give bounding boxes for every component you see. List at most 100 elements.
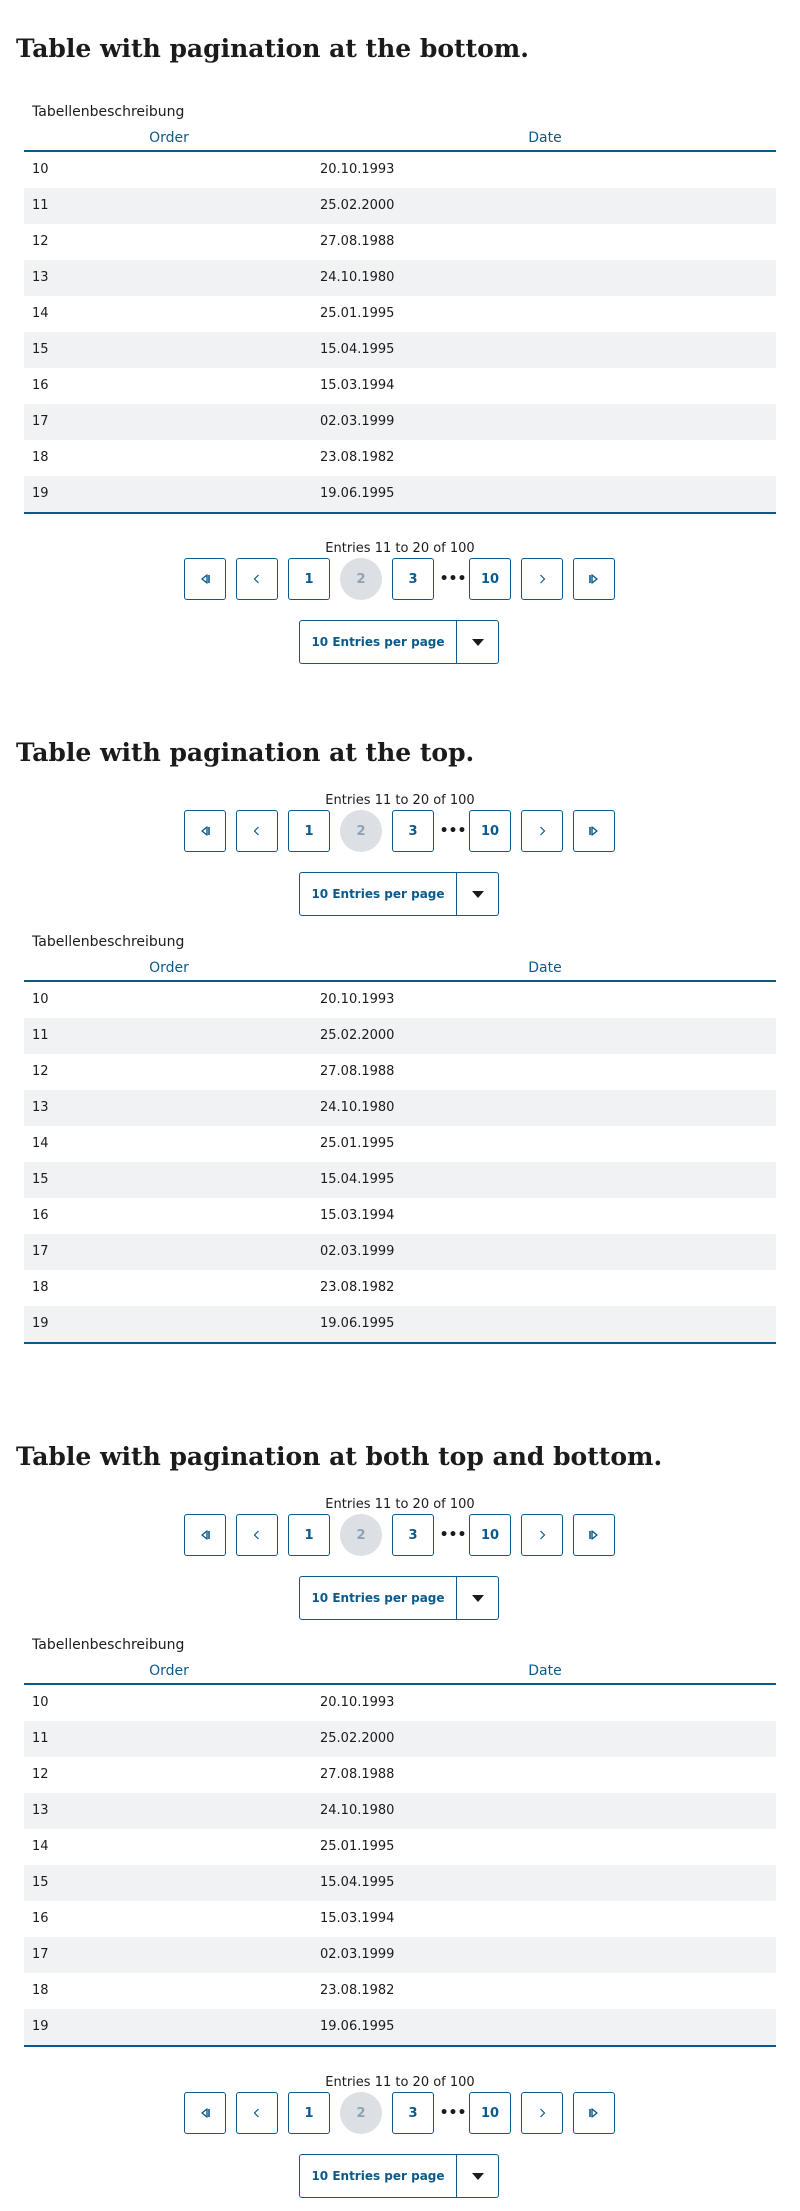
previous-page-button[interactable] xyxy=(236,2092,278,2134)
cell-order: 10 xyxy=(32,1695,49,1710)
dropdown-toggle[interactable] xyxy=(457,873,498,915)
cell-date: 25.01.1995 xyxy=(320,1136,395,1151)
previous-page-button[interactable] xyxy=(236,810,278,852)
cell-order: 12 xyxy=(32,1767,49,1782)
cell-date: 15.04.1995 xyxy=(320,1172,395,1187)
table-body: 10 20.10.1993 11 25.02.2000 12 27.08.1988 13 24… xyxy=(24,1685,776,2047)
page-button-2[interactable]: 2 xyxy=(340,558,382,600)
cell-date: 23.08.1982 xyxy=(320,1983,395,1998)
entries-info: Entries 11 to 20 of 100 xyxy=(325,793,475,808)
column-header-date[interactable]: Date xyxy=(528,130,562,146)
table-row: 19 19.06.1995 xyxy=(24,1306,776,1342)
cell-order: 16 xyxy=(32,378,49,393)
cell-date: 24.10.1980 xyxy=(320,1100,395,1115)
cell-order: 15 xyxy=(32,1875,49,1890)
first-page-button[interactable] xyxy=(184,558,226,600)
cell-date: 02.03.1999 xyxy=(320,414,395,429)
dropdown-toggle[interactable] xyxy=(457,1577,498,1619)
page-button-3[interactable]: 3 xyxy=(392,810,434,852)
cell-order: 17 xyxy=(32,414,49,429)
select-divider xyxy=(456,1577,457,1619)
table-row: 10 20.10.1993 xyxy=(24,982,776,1018)
table-row: 10 20.10.1993 xyxy=(24,152,776,188)
last-page-icon xyxy=(587,572,601,586)
pagination: Entries 11 to 20 of 100 1 2 3 ••• 10 10 Entrie… xyxy=(0,792,800,922)
table-row: 16 15.03.1994 xyxy=(24,368,776,404)
cell-order: 14 xyxy=(32,1136,49,1151)
last-page-button[interactable] xyxy=(573,810,615,852)
entries-info: Entries 11 to 20 of 100 xyxy=(325,2075,475,2090)
first-page-button[interactable] xyxy=(184,1514,226,1556)
table-row: 17 02.03.1999 xyxy=(24,1234,776,1270)
pagination: Entries 11 to 20 of 100 1 2 3 ••• 10 10 Entrie… xyxy=(0,540,800,670)
first-page-button[interactable] xyxy=(184,2092,226,2134)
entries-per-page-label: 10 Entries per page xyxy=(311,2169,445,2183)
cell-order: 13 xyxy=(32,270,49,285)
dropdown-toggle[interactable] xyxy=(457,2155,498,2197)
cell-date: 25.02.2000 xyxy=(320,1028,395,1043)
last-page-button[interactable] xyxy=(573,558,615,600)
caret-down-icon xyxy=(471,2171,485,2181)
entries-per-page-select[interactable]: 10 Entries per page xyxy=(299,1576,499,1620)
entries-per-page-select[interactable]: 10 Entries per page xyxy=(299,2154,499,2198)
caret-down-icon xyxy=(471,889,485,899)
pagination: Entries 11 to 20 of 100 1 2 3 ••• 10 10 Entrie… xyxy=(0,2074,800,2204)
table-body: 10 20.10.1993 11 25.02.2000 12 27.08.1988 13 24… xyxy=(24,982,776,1344)
column-header-date[interactable]: Date xyxy=(528,1663,562,1679)
dropdown-toggle[interactable] xyxy=(457,621,498,663)
table-row: 14 25.01.1995 xyxy=(24,1829,776,1865)
column-header-date[interactable]: Date xyxy=(528,960,562,976)
table-row: 11 25.02.2000 xyxy=(24,188,776,224)
last-page-button[interactable] xyxy=(573,1514,615,1556)
table-row: 18 23.08.1982 xyxy=(24,1973,776,2009)
cell-order: 12 xyxy=(32,234,49,249)
page-button-3[interactable]: 3 xyxy=(392,558,434,600)
select-divider xyxy=(456,2155,457,2197)
page-button-3[interactable]: 3 xyxy=(392,1514,434,1556)
next-page-button[interactable] xyxy=(521,2092,563,2134)
page-button-10[interactable]: 10 xyxy=(469,558,511,600)
chevron-right-icon xyxy=(535,1528,549,1542)
page-button-10[interactable]: 10 xyxy=(469,2092,511,2134)
next-page-button[interactable] xyxy=(521,1514,563,1556)
first-page-button[interactable] xyxy=(184,810,226,852)
next-page-button[interactable] xyxy=(521,810,563,852)
column-header-order[interactable]: Order xyxy=(149,960,189,976)
table-row: 12 27.08.1988 xyxy=(24,1054,776,1090)
cell-date: 19.06.1995 xyxy=(320,486,395,501)
cell-date: 20.10.1993 xyxy=(320,162,395,177)
cell-date: 19.06.1995 xyxy=(320,1316,395,1331)
page-button-1[interactable]: 1 xyxy=(288,2092,330,2134)
page-button-3[interactable]: 3 xyxy=(392,2092,434,2134)
chevron-right-icon xyxy=(535,2106,549,2120)
pagination: Entries 11 to 20 of 100 1 2 3 ••• 10 10 Entrie… xyxy=(0,1496,800,1626)
previous-page-button[interactable] xyxy=(236,558,278,600)
entries-per-page-select[interactable]: 10 Entries per page xyxy=(299,872,499,916)
page-button-10[interactable]: 10 xyxy=(469,1514,511,1556)
caret-down-icon xyxy=(471,637,485,647)
section-title: Table with pagination at both top and bo… xyxy=(16,1442,663,1471)
next-page-button[interactable] xyxy=(521,558,563,600)
table-row: 12 27.08.1988 xyxy=(24,224,776,260)
last-page-button[interactable] xyxy=(573,2092,615,2134)
table-row: 14 25.01.1995 xyxy=(24,296,776,332)
previous-page-button[interactable] xyxy=(236,1514,278,1556)
page-button-1[interactable]: 1 xyxy=(288,810,330,852)
cell-date: 20.10.1993 xyxy=(320,1695,395,1710)
column-header-order[interactable]: Order xyxy=(149,130,189,146)
page-button-10[interactable]: 10 xyxy=(469,810,511,852)
page-button-1[interactable]: 1 xyxy=(288,558,330,600)
cell-order: 18 xyxy=(32,1983,49,1998)
cell-date: 15.03.1994 xyxy=(320,1911,395,1926)
entries-per-page-select[interactable]: 10 Entries per page xyxy=(299,620,499,664)
cell-date: 24.10.1980 xyxy=(320,270,395,285)
last-page-icon xyxy=(587,2106,601,2120)
table-row: 13 24.10.1980 xyxy=(24,260,776,296)
page-button-2[interactable]: 2 xyxy=(340,1514,382,1556)
page-button-1[interactable]: 1 xyxy=(288,1514,330,1556)
page-button-2[interactable]: 2 xyxy=(340,810,382,852)
page-button-2[interactable]: 2 xyxy=(340,2092,382,2134)
cell-order: 14 xyxy=(32,306,49,321)
cell-date: 27.08.1988 xyxy=(320,1767,395,1782)
column-header-order[interactable]: Order xyxy=(149,1663,189,1679)
